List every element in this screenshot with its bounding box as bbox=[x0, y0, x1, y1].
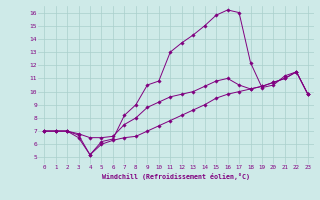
X-axis label: Windchill (Refroidissement éolien,°C): Windchill (Refroidissement éolien,°C) bbox=[102, 173, 250, 180]
